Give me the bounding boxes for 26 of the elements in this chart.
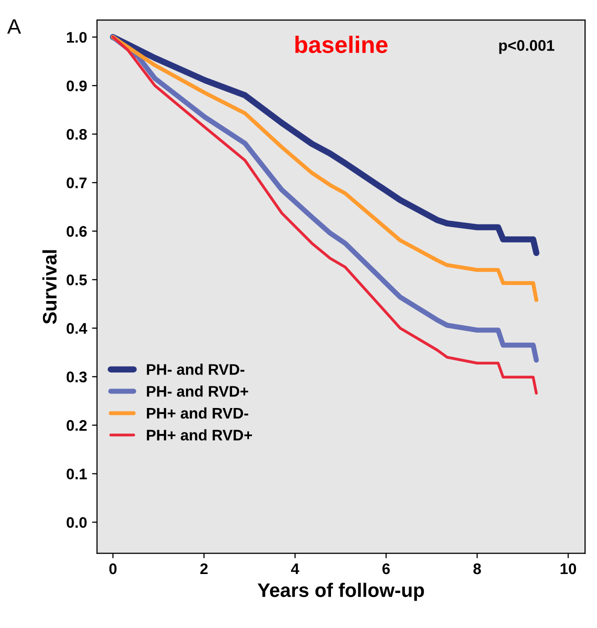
y-tick-label: 0.3: [66, 372, 87, 382]
y-axis-title: Survival: [42, 250, 57, 324]
legend-label: PH- and RVD-: [146, 364, 244, 375]
x-tick-label: 4: [291, 564, 300, 574]
y-tick-label: 0.6: [66, 226, 87, 237]
y-tick-label: 0.9: [66, 80, 87, 92]
y-tick-label: 0.4: [66, 323, 88, 334]
x-tick-label: 10: [560, 563, 576, 574]
y-tick-label: 0.0: [66, 517, 87, 528]
x-tick-label: 6: [382, 563, 390, 574]
x-axis-title: Years of follow-up: [258, 582, 424, 601]
x-tick-label: 8: [473, 563, 481, 574]
y-tick-label: 0.2: [66, 420, 87, 431]
annotation: p<0.001: [499, 40, 554, 54]
y-tick-label: 0.7: [66, 177, 87, 188]
y-tick-label: 0.5: [66, 274, 87, 286]
x-tick-label: 2: [200, 563, 208, 574]
y-tick-label: 0.8: [66, 128, 87, 140]
x-tick-label: 0: [109, 563, 117, 574]
legend-label: PH+ and RVD-: [146, 407, 248, 419]
y-tick-label: 0.1: [66, 468, 87, 480]
legend-label: PH+ and RVD+: [146, 429, 252, 441]
text: baseline: [295, 36, 388, 54]
y-tick-label: 1.0: [67, 32, 87, 43]
text: A: [7, 19, 22, 34]
legend-label: PH- and RVD+: [146, 386, 248, 397]
